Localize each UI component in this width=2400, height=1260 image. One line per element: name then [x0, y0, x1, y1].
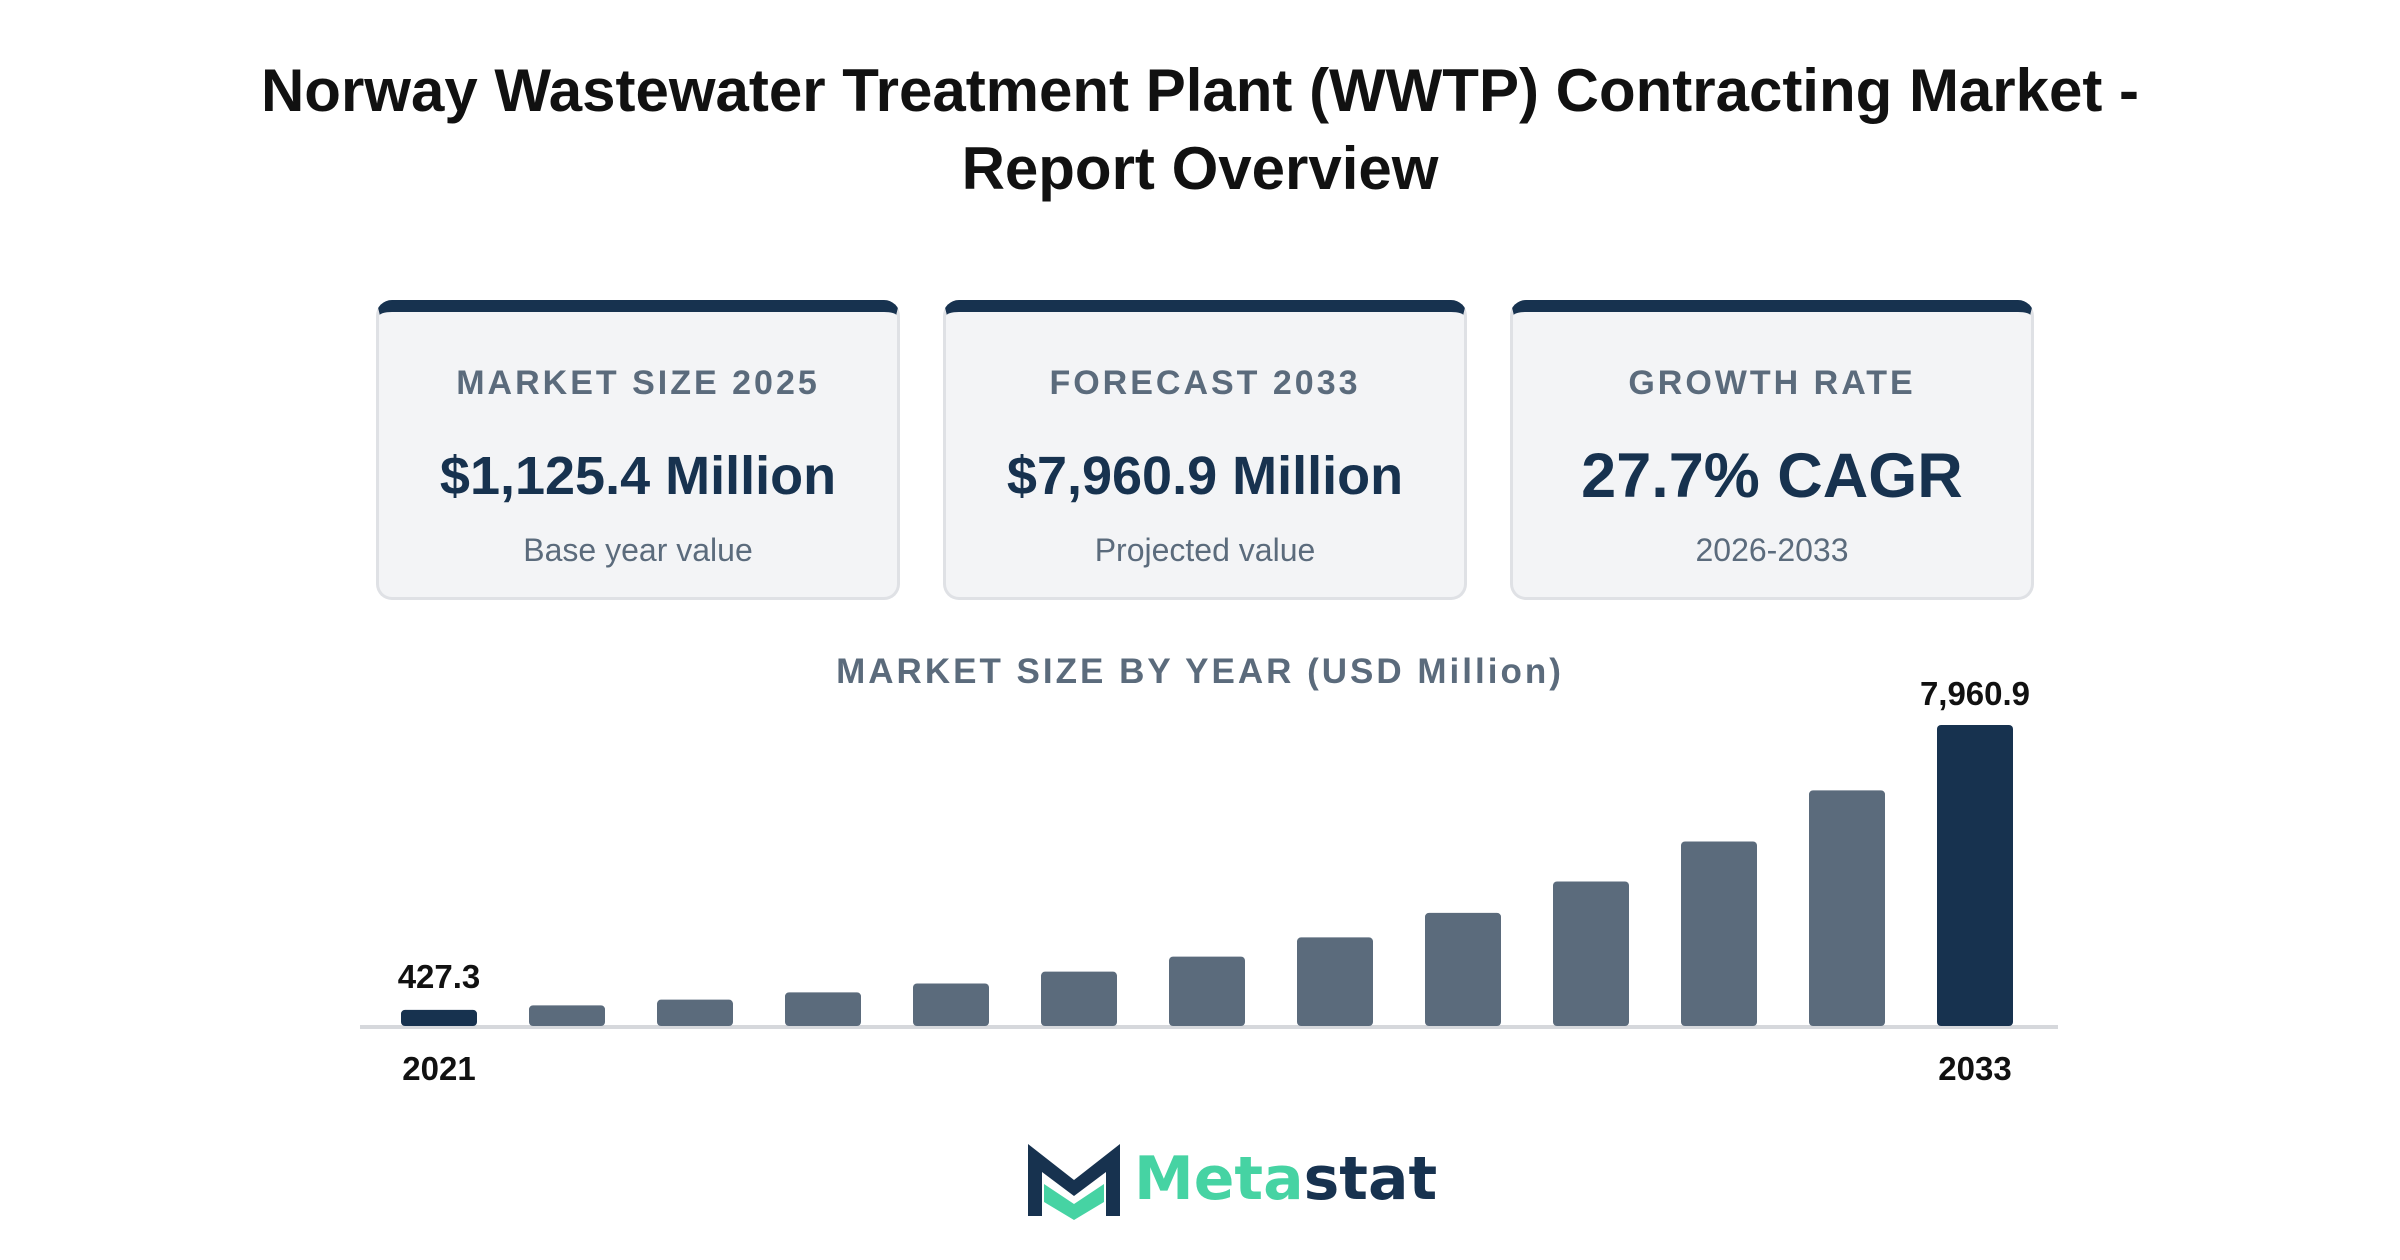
- data-label-last: 7,960.9: [1920, 675, 2030, 712]
- bar-2026: [1041, 971, 1117, 1026]
- bar-2027: [1169, 956, 1245, 1026]
- x-tick-label-last: 2033: [1938, 1050, 2011, 1087]
- logo-m-icon: [1028, 1144, 1120, 1220]
- card-subtitle: Projected value: [1094, 532, 1316, 568]
- bar-2023: [657, 999, 733, 1026]
- x-tick-label-first: 2021: [402, 1050, 475, 1087]
- card-label: GROWTH RATE: [1628, 364, 1916, 402]
- metastat-logo: Metastat: [1024, 1140, 1437, 1220]
- page-title: Norway Wastewater Treatment Plant (WWTP)…: [260, 57, 2140, 202]
- card-value: $7,960.9 Million: [1006, 446, 1404, 506]
- market-size-card: MARKET SIZE 2025 $1,125.4 Million Base y…: [376, 300, 900, 600]
- bar-2030: [1553, 881, 1629, 1026]
- bar-2028: [1297, 937, 1373, 1026]
- card-subtitle: 2026-2033: [1695, 532, 1849, 568]
- bar-2033: [1937, 725, 2013, 1026]
- bar-2022: [529, 1005, 605, 1026]
- growth-rate-card: GROWTH RATE 27.7% CAGR 2026-2033: [1510, 300, 2034, 600]
- card-value: $1,125.4 Million: [439, 446, 837, 506]
- chart-title: MARKET SIZE BY YEAR (USD Million): [836, 652, 1564, 691]
- card-label: MARKET SIZE 2025: [456, 364, 820, 402]
- bar-2024: [785, 992, 861, 1026]
- bar-2021: [401, 1009, 477, 1026]
- logo-text-stat: stat: [1303, 1144, 1438, 1214]
- card-value: 27.7% CAGR: [1581, 441, 1963, 511]
- data-label-first: 427.3: [398, 958, 481, 995]
- logo-text-meta: Meta: [1134, 1144, 1304, 1214]
- logo-text: Metastat: [1134, 1144, 1437, 1214]
- bar-2025: [913, 983, 989, 1026]
- bar-2032: [1809, 790, 1885, 1026]
- bar-2029: [1425, 912, 1501, 1026]
- forecast-card: FORECAST 2033 $7,960.9 Million Projected…: [943, 300, 1467, 600]
- bar-2031: [1681, 841, 1757, 1026]
- card-label: FORECAST 2033: [1049, 364, 1361, 402]
- card-subtitle: Base year value: [523, 532, 753, 568]
